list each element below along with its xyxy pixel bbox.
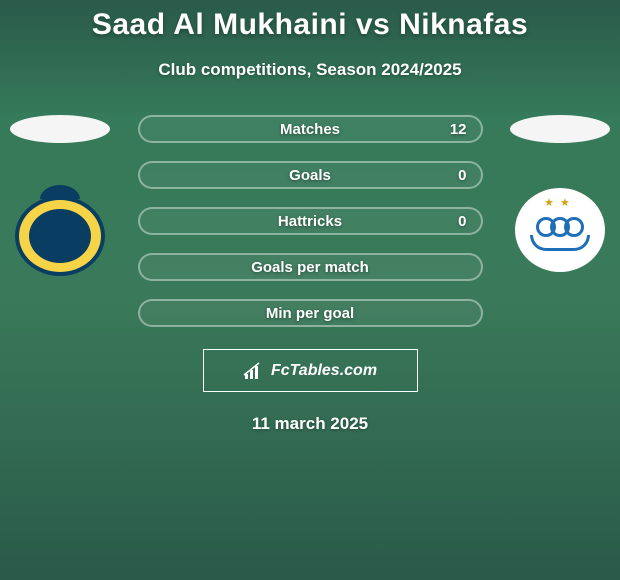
left-player-avatar [10,115,110,143]
stats-list: Matches 12 Goals 0 Hattricks 0 Goals per… [138,115,483,327]
date-label: 11 march 2025 [252,414,368,434]
right-player-avatar [510,115,610,143]
page-subtitle: Club competitions, Season 2024/2025 [158,60,461,80]
main-row: Matches 12 Goals 0 Hattricks 0 Goals per… [0,115,620,327]
crest-outer-circle [15,196,105,276]
comparison-card: Saad Al Mukhaini vs Niknafas Club compet… [0,0,620,434]
brand-badge[interactable]: FcTables.com [203,349,418,392]
stat-right-value: 12 [450,121,467,138]
page-title: Saad Al Mukhaini vs Niknafas [92,8,528,42]
stat-right-value: 0 [458,167,466,184]
brand-label: FcTables.com [271,362,377,380]
arc-icon [530,235,590,251]
stat-label: Goals per match [251,259,369,276]
stat-row-hattricks: Hattricks 0 [138,207,483,235]
left-club-crest [10,185,110,275]
rings-icon [539,217,581,237]
stat-label: Matches [280,121,340,138]
stat-row-min-per-goal: Min per goal [138,299,483,327]
stat-row-goals-per-match: Goals per match [138,253,483,281]
right-club-crest: ★★ [510,185,610,275]
right-player-column: ★★ [510,115,610,275]
crest-inner-circle [29,209,91,263]
stat-label: Goals [289,167,331,184]
stat-label: Min per goal [266,305,354,322]
crest-shield: ★★ [515,188,605,272]
stat-label: Hattricks [278,213,342,230]
stat-row-matches: Matches 12 [138,115,483,143]
stars-icon: ★★ [544,196,576,209]
bar-chart-icon [243,362,265,380]
stat-right-value: 0 [458,213,466,230]
left-player-column [10,115,110,275]
stat-row-goals: Goals 0 [138,161,483,189]
